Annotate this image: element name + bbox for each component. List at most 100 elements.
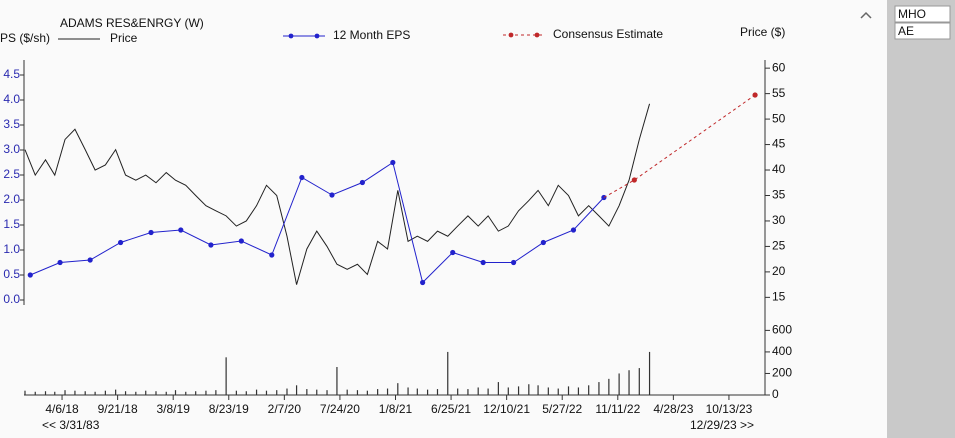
legend-label: Price (110, 31, 138, 45)
volume-bar (497, 382, 499, 395)
volume-bar (628, 370, 630, 395)
x-tick-label: 9/21/18 (98, 402, 138, 416)
volume-bar (528, 384, 530, 395)
scroll-up[interactable] (860, 11, 872, 19)
x-tick-label: 11/11/22 (595, 402, 640, 416)
volume-bar (215, 390, 217, 395)
y2-tick-label: 30 (772, 213, 786, 227)
point (27, 272, 33, 278)
x-tick-label: 10/13/23 (706, 402, 753, 416)
x-tick-label: 7/24/20 (320, 402, 360, 416)
point (178, 227, 184, 233)
nav-back[interactable]: << 3/31/83 (42, 418, 100, 432)
x-tick-label: 4/28/23 (653, 402, 693, 416)
y2-tick-label: 55 (772, 86, 786, 100)
y-axis-label: PS ($/sh) (0, 31, 50, 45)
volume-bar (426, 389, 429, 395)
series-line (30, 161, 605, 284)
volume-bar (487, 388, 489, 395)
volume-bar (588, 385, 590, 395)
legend-marker (314, 33, 320, 39)
volume-bar (416, 388, 418, 395)
volume-bar (386, 388, 389, 395)
point (752, 92, 758, 98)
volume-bar (306, 389, 308, 395)
point (420, 279, 426, 286)
y2-tick-label: 20 (772, 264, 786, 278)
volume-bar (225, 357, 227, 395)
volume-bar (135, 391, 137, 395)
series-line (24, 103, 651, 285)
point (117, 239, 124, 246)
point (57, 259, 63, 266)
volume-bar (397, 383, 399, 395)
volume-bar (84, 391, 86, 395)
volume-bar (457, 388, 459, 395)
volume-bar (467, 389, 469, 395)
volume-bar (74, 390, 76, 395)
volume-bar (648, 351, 651, 395)
volume-tick-label: 0 (772, 387, 779, 401)
x-tick-label: 5/27/22 (542, 402, 582, 416)
point (510, 259, 517, 266)
point (238, 238, 244, 244)
volume-bar (638, 368, 640, 395)
volume-bar (195, 391, 197, 395)
volume-bar (507, 387, 509, 395)
point (208, 242, 214, 248)
volume-bar (326, 390, 328, 395)
volume-bar (155, 391, 157, 395)
volume-bar (124, 391, 127, 395)
volume-bar (336, 367, 338, 395)
symbol[interactable]: MHO (898, 7, 926, 21)
y-tick-label: 1.0 (3, 242, 20, 256)
volume-bar (517, 386, 520, 395)
symbol-box[interactable] (894, 5, 951, 23)
volume-bar (598, 382, 600, 395)
volume-bar (44, 391, 47, 395)
point (329, 192, 335, 198)
y2-tick-label: 45 (772, 137, 786, 151)
symbol[interactable]: AE (898, 24, 914, 38)
legend-marker (534, 32, 540, 38)
x-tick-label: 2/7/20 (268, 402, 302, 416)
x-tick-label: 3/8/19 (157, 402, 191, 416)
y2-tick-label: 60 (772, 60, 786, 74)
y2-tick-label: 35 (772, 188, 786, 202)
volume-bar (366, 390, 368, 395)
nav-forward[interactable]: 12/29/23 >> (690, 418, 754, 432)
volume-bar (165, 391, 167, 395)
point (299, 174, 305, 181)
y-tick-label: 0.0 (3, 292, 20, 306)
point (480, 259, 486, 266)
legend-marker (288, 33, 294, 39)
y-tick-label: 0.5 (3, 267, 20, 281)
volume-bar (115, 389, 117, 395)
legend-label: 12 Month EPS (333, 28, 410, 42)
volume-tick-label: 200 (772, 366, 792, 380)
x-tick-label: 4/6/18 (45, 402, 79, 416)
x-tick-label: 8/23/19 (209, 402, 249, 416)
point (390, 159, 396, 166)
chart-title: ADAMS RES&ENRGY (W) (60, 16, 204, 30)
volume-bar (377, 389, 379, 395)
symbol-box[interactable] (894, 22, 951, 40)
volume-bar (245, 391, 247, 395)
side-panel (887, 0, 955, 438)
y2-tick-label: 25 (772, 239, 786, 253)
y2-tick-label: 50 (772, 111, 786, 125)
volume-bar (276, 390, 278, 395)
x-tick-label: 6/25/21 (431, 402, 471, 416)
volume-bar (104, 390, 106, 395)
point (570, 227, 577, 233)
point (540, 239, 546, 246)
volume-bar (577, 387, 580, 395)
volume-tick-label: 400 (772, 344, 792, 358)
volume-bar (557, 388, 559, 395)
y-tick-label: 4.5 (3, 67, 20, 81)
volume-tick-label: 600 (772, 323, 792, 337)
y-tick-label: 3.5 (3, 117, 20, 131)
volume-bar (174, 390, 177, 395)
